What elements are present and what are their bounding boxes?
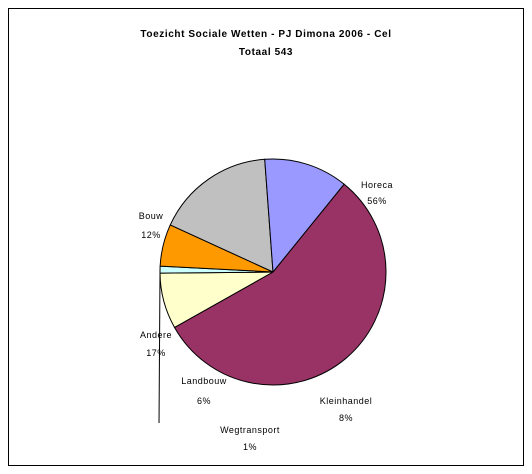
pie-slice-horeca (174, 183, 387, 386)
leader-line-wegtransport (158, 269, 161, 424)
slice-label-andere: Andere (140, 330, 172, 340)
slice-value-landbouw: 6% (197, 396, 211, 406)
chart-subtitle: Totaal 543 (239, 47, 293, 58)
slice-value-kleinhandel: 8% (339, 413, 353, 423)
pie-slice-andere (169, 158, 274, 273)
leader-lines (158, 269, 161, 424)
slice-value-andere: 17% (146, 348, 166, 358)
slice-value-wegtransport: 1% (243, 442, 257, 452)
chart-title: Toezicht Sociale Wetten - PJ Dimona 2006… (140, 29, 391, 40)
pie-slices (159, 158, 387, 386)
slice-label-horeca: Horeca (361, 180, 393, 190)
slice-label-kleinhandel: Kleinhandel (320, 396, 373, 406)
slice-label-wegtransport: Wegtransport (220, 425, 280, 435)
slice-label-landbouw: Landbouw (181, 376, 227, 386)
slice-label-bouw: Bouw (139, 211, 164, 221)
pie-slice-bouw (264, 158, 345, 273)
slice-value-bouw: 12% (141, 230, 161, 240)
slice-value-horeca: 56% (367, 196, 387, 206)
